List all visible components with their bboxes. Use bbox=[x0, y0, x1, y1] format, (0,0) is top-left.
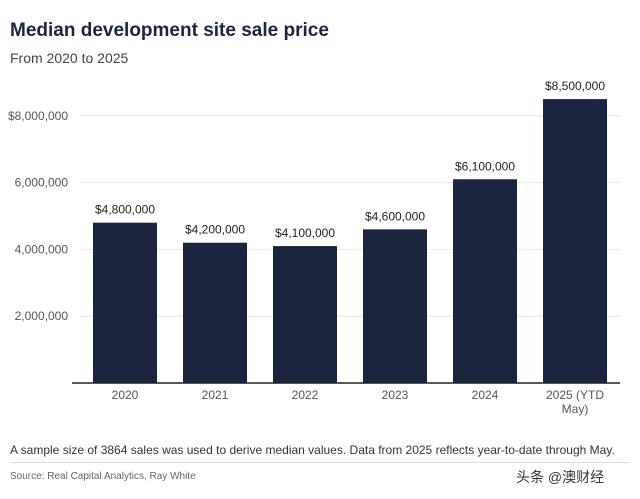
bar bbox=[93, 222, 157, 383]
footer-divider bbox=[10, 462, 630, 463]
data-label: $4,800,000 bbox=[95, 203, 155, 217]
chart-title: Median development site sale price bbox=[10, 20, 329, 41]
chart-source: Source: Real Capital Analytics, Ray Whit… bbox=[10, 471, 196, 482]
bar-chart: 2,000,000 4,000,000 6,000,000 $8,000,000 $4,… bbox=[8, 79, 620, 416]
chart-subtitle: From 2020 to 2025 bbox=[10, 50, 129, 66]
bar bbox=[183, 242, 247, 383]
data-label: $8,500,000 bbox=[545, 79, 605, 93]
data-label: $6,100,000 bbox=[455, 159, 515, 173]
chart-footnote: A sample size of 3864 sales was used to … bbox=[10, 443, 615, 457]
y-tick-label: 4,000,000 bbox=[15, 242, 69, 256]
watermark-text: 头条 @澳财经 bbox=[516, 469, 605, 485]
x-tick-label: 2023 bbox=[382, 388, 409, 402]
y-tick-label: 2,000,000 bbox=[15, 309, 69, 323]
data-label: $4,100,000 bbox=[275, 226, 335, 240]
data-label: $4,200,000 bbox=[185, 223, 245, 237]
y-tick-label: $8,000,000 bbox=[8, 109, 68, 123]
bar bbox=[543, 99, 607, 383]
x-tick-label: 2024 bbox=[472, 388, 499, 402]
y-tick-label: 6,000,000 bbox=[15, 176, 69, 190]
bar bbox=[453, 179, 517, 383]
x-tick-label: 2025 (YTD May) bbox=[546, 388, 604, 416]
x-tick-label: 2022 bbox=[292, 388, 319, 402]
x-tick-label: 2020 bbox=[112, 388, 139, 402]
data-label: $4,600,000 bbox=[365, 209, 425, 223]
bar bbox=[363, 229, 427, 383]
x-tick-label: 2021 bbox=[202, 388, 229, 402]
bar bbox=[273, 246, 337, 383]
